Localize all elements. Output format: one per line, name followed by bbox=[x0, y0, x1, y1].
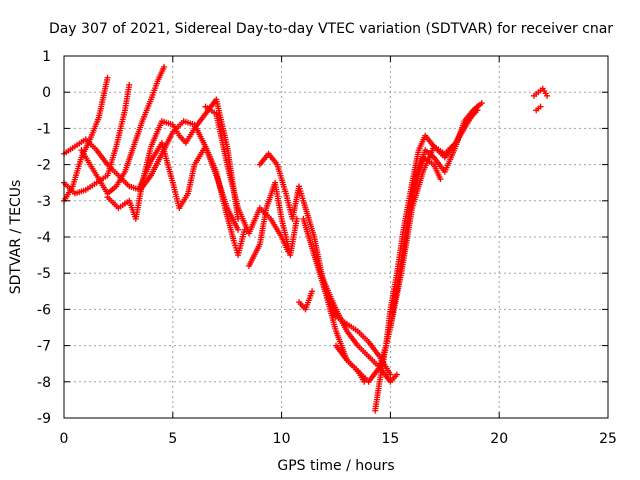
series-track-8 bbox=[245, 179, 300, 269]
y-tick-label: -3 bbox=[37, 194, 51, 210]
x-tick-labels: 0 5 10 15 20 25 bbox=[60, 431, 617, 447]
axis-ticks bbox=[63, 55, 609, 419]
series-track-10 bbox=[296, 288, 316, 313]
y-tick-label: -5 bbox=[37, 266, 51, 282]
y-tick-label: -6 bbox=[37, 302, 51, 318]
series-track-16 bbox=[387, 107, 481, 331]
y-axis-label: SDTVAR / TECUs bbox=[8, 180, 24, 295]
data-point bbox=[474, 107, 481, 114]
data-point bbox=[161, 63, 168, 70]
x-tick-label: 25 bbox=[599, 431, 617, 447]
y-tick-label: -2 bbox=[37, 158, 51, 174]
data-point bbox=[544, 92, 551, 99]
y-tick-label: -4 bbox=[37, 230, 51, 246]
series-track-4 bbox=[78, 63, 168, 197]
y-tick-label: 0 bbox=[42, 85, 51, 101]
series-track-15 bbox=[378, 100, 485, 367]
y-tick-label: -8 bbox=[37, 375, 51, 391]
data-point bbox=[393, 371, 400, 378]
series-track-1 bbox=[61, 118, 242, 233]
x-tick-label: 0 bbox=[60, 431, 69, 447]
data-point bbox=[537, 103, 544, 110]
x-tick-label: 5 bbox=[168, 431, 177, 447]
data-marks bbox=[61, 63, 551, 414]
y-tick-labels: 1 0 -1 -2 -3 -4 -5 -6 -7 -8 -9 bbox=[37, 49, 51, 427]
chart-title: Day 307 of 2021, Sidereal Day-to-day VTE… bbox=[49, 21, 613, 37]
data-point bbox=[235, 226, 242, 233]
series-track-12 bbox=[311, 252, 400, 385]
y-tick-label: -7 bbox=[37, 339, 51, 355]
x-tick-label: 10 bbox=[273, 431, 291, 447]
series-track-17 bbox=[393, 154, 444, 295]
data-point bbox=[104, 74, 111, 81]
series-track-18 bbox=[531, 85, 551, 99]
data-point bbox=[387, 371, 394, 378]
data-point bbox=[126, 81, 133, 88]
x-tick-label: 15 bbox=[381, 431, 399, 447]
series-track-7 bbox=[202, 103, 292, 255]
data-point bbox=[478, 100, 485, 107]
data-point bbox=[437, 176, 444, 183]
data-point bbox=[309, 288, 316, 295]
x-tick-label: 20 bbox=[490, 431, 508, 447]
y-tick-label: 1 bbox=[42, 49, 51, 65]
y-tick-label: -1 bbox=[37, 121, 51, 137]
series-track-19 bbox=[533, 103, 544, 114]
series-track-6 bbox=[137, 139, 248, 259]
y-tick-label: -9 bbox=[37, 411, 51, 427]
x-axis-label: GPS time / hours bbox=[277, 458, 394, 474]
